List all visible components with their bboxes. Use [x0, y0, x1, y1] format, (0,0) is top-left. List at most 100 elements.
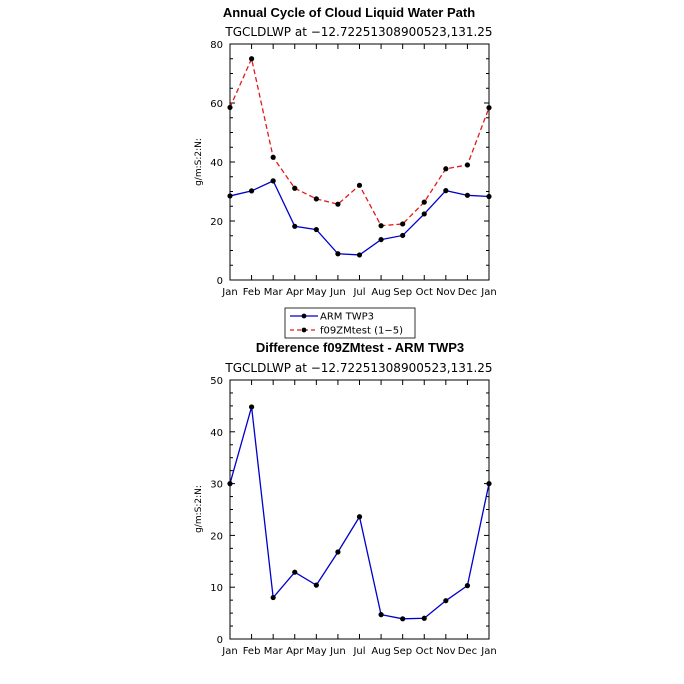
top-chart-series-0-point	[356, 252, 363, 258]
bottom-chart-series-0-point	[443, 598, 449, 604]
top-chart-series-0-point	[270, 178, 276, 184]
top-chart-series-line-0	[229, 180, 490, 256]
top-chart-xtick-label: Aug	[371, 287, 391, 298]
top-chart-series-0-point	[443, 188, 449, 194]
bottom-chart-ytick-label: 40	[210, 428, 223, 439]
top-chart-series-1-point	[227, 104, 233, 111]
bottom-chart-xtick-label: Aug	[371, 646, 391, 657]
bottom-chart-series-0-point	[464, 583, 471, 589]
bottom-chart-xtick-label: Oct	[416, 646, 433, 657]
bottom-chart-ytick-label: 10	[210, 583, 223, 594]
top-chart-series-line-1	[229, 56, 490, 227]
top-chart-ytick-label: 80	[210, 40, 223, 51]
bottom-chart-xtick-label: Nov	[436, 646, 456, 657]
bottom-chart-series-0-point	[421, 615, 427, 621]
bottom-chart: Difference f09ZMtest - ARM TWP3 TGCLDLWP…	[194, 340, 497, 657]
top-chart-axes: Jan Feb Mar Apr May Jun Jul Aug Sep Oct Nov Dec Jan0…	[210, 40, 496, 298]
legend-label-arm: ARM TWP3	[320, 312, 374, 323]
top-chart-xtick-label: Sep	[393, 287, 412, 298]
top-chart-ytick-label: 0	[217, 276, 223, 287]
top-chart-title: Annual Cycle of Cloud Liquid Water Path	[223, 5, 475, 20]
top-chart-xtick-label: Oct	[416, 287, 433, 298]
top-chart-xtick-label: Apr	[286, 287, 304, 298]
top-chart-series-1-point	[248, 56, 255, 62]
bottom-chart-series-0-point	[335, 549, 341, 555]
top-chart-xtick-label: Jun	[329, 287, 346, 298]
bottom-chart-xtick-label: Dec	[458, 646, 477, 657]
top-chart-plot-frame	[229, 43, 490, 281]
bottom-chart-series	[227, 404, 492, 622]
top-chart-subtitle: TGCLDLWP at −12.72251308900523,131.25	[224, 25, 492, 39]
bottom-chart-series-0-point	[486, 481, 492, 487]
top-chart-xtick-label: May	[306, 287, 327, 298]
bottom-chart-xtick-label: May	[306, 646, 327, 657]
top-chart-legend: ARM TWP3 f09ZMtest (1−5)	[284, 307, 416, 339]
bottom-chart-title: Difference f09ZMtest - ARM TWP3	[256, 340, 464, 355]
top-chart-series-0-point	[248, 188, 255, 194]
top-chart-series-1-point	[292, 185, 298, 191]
legend-label-f09: f09ZMtest (1−5)	[320, 326, 403, 337]
top-chart-series-1-point	[443, 166, 449, 172]
top-chart-series-1-point	[313, 196, 319, 202]
bottom-chart-series-line-0	[229, 406, 490, 620]
top-chart-xtick-label: Jul	[352, 287, 365, 298]
top-chart-series-1-point	[421, 199, 427, 205]
top-chart-series-0-point	[378, 236, 384, 243]
bottom-chart-ytick-label: 30	[210, 480, 223, 491]
top-chart-xtick-label: Jan	[221, 287, 237, 298]
bottom-chart-xtick-label: Feb	[243, 646, 261, 657]
top-chart-xtick-label: Jan	[480, 287, 496, 298]
bottom-chart-series-0-point	[292, 569, 298, 575]
bottom-chart-series-0-point	[313, 582, 319, 588]
bottom-chart-plot-frame	[229, 379, 490, 640]
legend-marker-arm	[301, 313, 307, 319]
bottom-chart-series-0-point	[356, 514, 363, 520]
top-chart-series-0-point	[313, 226, 319, 233]
top-chart-series-0-point	[292, 223, 298, 229]
bottom-chart-series-0-point	[400, 616, 406, 622]
legend-marker-f09	[301, 327, 307, 333]
bottom-chart-xtick-label: Sep	[393, 646, 412, 657]
bottom-chart-xtick-label: Jan	[221, 646, 237, 657]
bottom-chart-xtick-label: Jun	[329, 646, 346, 657]
top-chart-xtick-label: Dec	[458, 287, 477, 298]
top-chart-series-1-point	[378, 223, 384, 229]
top-chart-xtick-label: Mar	[264, 287, 284, 298]
top-chart-ytick-label: 40	[210, 158, 223, 169]
top-chart-series-1-point	[335, 201, 341, 207]
top-chart-series-1-point	[400, 221, 406, 227]
top-chart-series	[227, 56, 492, 258]
top-chart-xtick-label: Nov	[436, 287, 456, 298]
top-chart-ylabel: g/m:S:2:N:	[194, 138, 204, 186]
top-chart: Annual Cycle of Cloud Liquid Water Path …	[194, 5, 497, 339]
bottom-chart-ylabel: g/m:S:2:N:	[194, 485, 204, 533]
bottom-chart-series-0-point	[378, 612, 384, 618]
legend-box	[284, 307, 416, 339]
bottom-chart-ytick-label: 50	[210, 376, 223, 387]
top-chart-xtick-label: Feb	[243, 287, 261, 298]
top-chart-ytick-label: 60	[210, 99, 223, 110]
bottom-chart-series-0-point	[248, 404, 255, 410]
bottom-chart-series-0-point	[270, 594, 276, 601]
bottom-chart-xtick-label: Apr	[286, 646, 304, 657]
top-chart-series-0-point	[335, 251, 341, 257]
bottom-chart-ytick-label: 20	[210, 531, 223, 542]
top-chart-series-0-point	[400, 232, 406, 239]
top-chart-series-0-point	[486, 193, 492, 200]
top-chart-series-0-point	[421, 211, 427, 217]
bottom-chart-xtick-label: Mar	[264, 646, 284, 657]
top-chart-series-0-point	[227, 193, 233, 199]
top-chart-series-1-point	[270, 154, 276, 160]
top-chart-series-1-point	[356, 182, 363, 188]
bottom-chart-series-0-point	[227, 481, 233, 487]
bottom-chart-ytick-label: 0	[217, 635, 223, 646]
top-chart-series-1-point	[486, 105, 492, 111]
bottom-chart-axes: Jan Feb Mar Apr May Jun Jul Aug Sep Oct Nov Dec Jan0…	[210, 376, 496, 657]
top-chart-series-0-point	[464, 192, 471, 198]
bottom-chart-xtick-label: Jul	[352, 646, 365, 657]
bottom-chart-subtitle: TGCLDLWP at −12.72251308900523,131.25	[224, 361, 492, 375]
bottom-chart-xtick-label: Jan	[480, 646, 496, 657]
top-chart-series-1-point	[464, 162, 471, 168]
top-chart-ytick-label: 20	[210, 217, 223, 228]
